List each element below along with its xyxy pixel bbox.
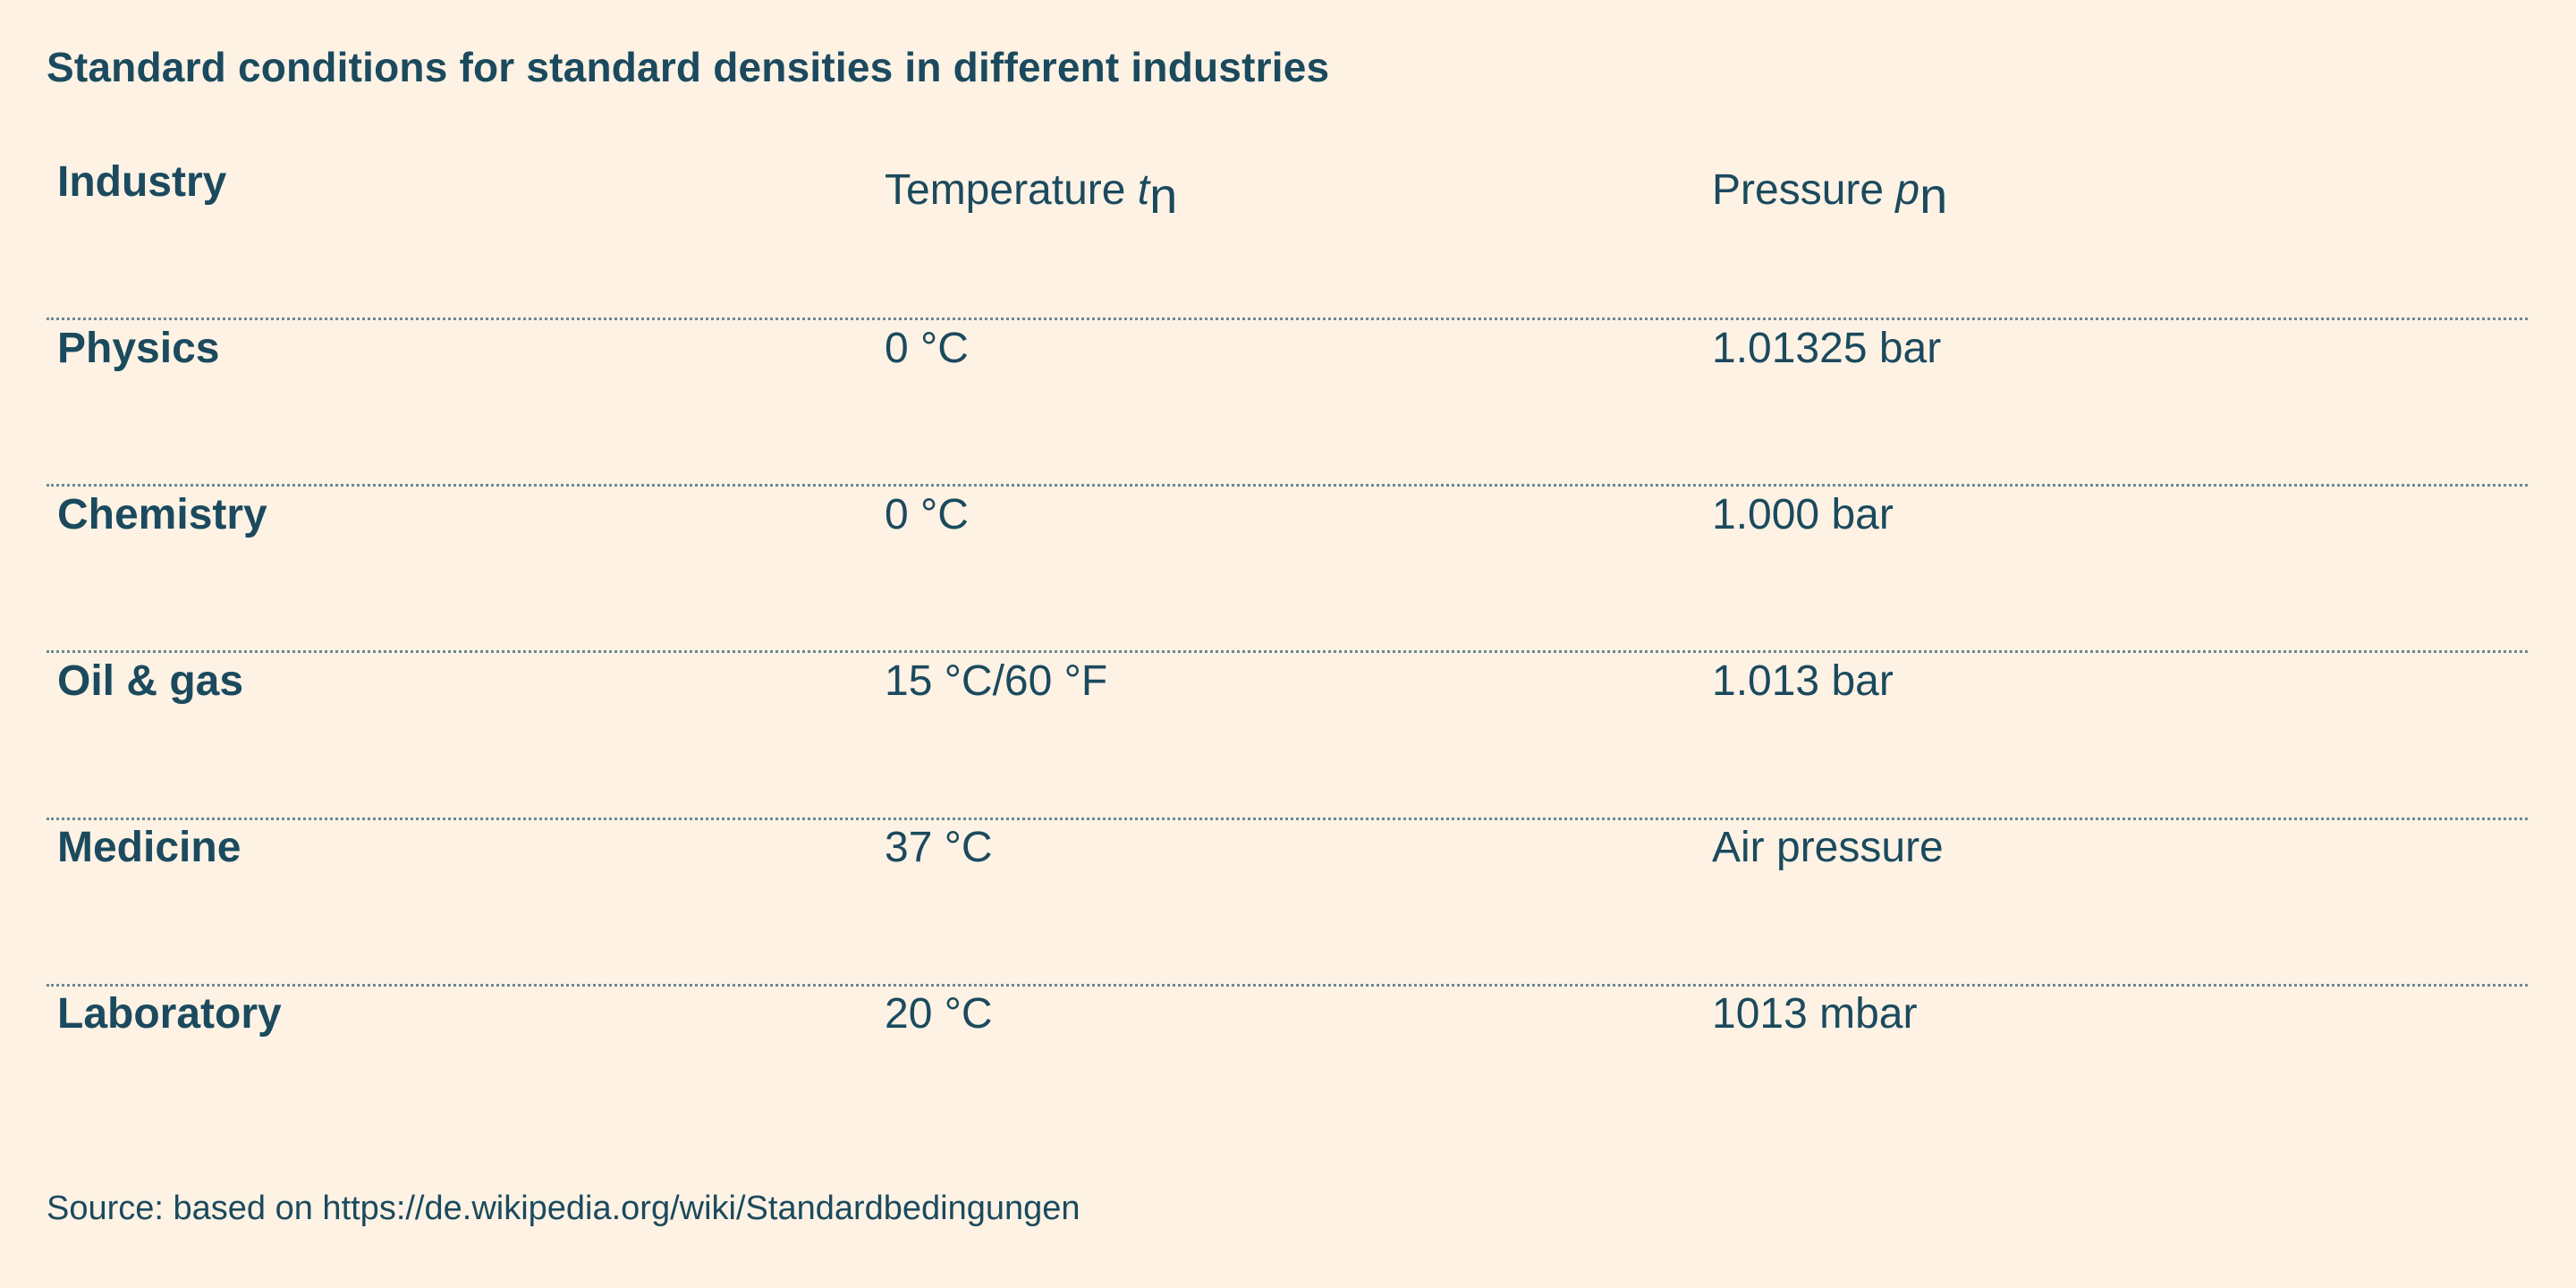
- source-note: Source: based on https://de.wikipedia.or…: [47, 1190, 1080, 1227]
- pressure-subscript: n: [1919, 167, 1948, 224]
- standard-conditions-table: Industry Temperature tn Pressure pn Phys…: [47, 152, 2528, 1150]
- row-industry: Chemistry: [57, 491, 267, 538]
- row-divider: [47, 318, 2528, 320]
- header-pressure: Pressure pn: [1712, 157, 1947, 224]
- row-temperature: 20 °C: [885, 990, 993, 1038]
- row-divider: [47, 984, 2528, 987]
- table-row: Physics 0 °C 1.01325 bar: [47, 318, 2528, 485]
- row-temperature: 37 °C: [885, 824, 993, 871]
- row-temperature: 0 °C: [885, 491, 969, 538]
- header-temperature-label: Temperature: [885, 166, 1138, 214]
- row-divider: [47, 818, 2528, 820]
- table-header-row: Industry Temperature tn Pressure pn: [47, 152, 2528, 318]
- page-title: Standard conditions for standard densiti…: [47, 44, 1330, 90]
- table-row: Chemistry 0 °C 1.000 bar: [47, 485, 2528, 651]
- header-industry: Industry: [57, 158, 227, 206]
- table-row: Laboratory 20 °C 1013 mbar: [47, 984, 2528, 1150]
- row-industry: Oil & gas: [57, 657, 244, 705]
- row-pressure: 1013 mbar: [1712, 990, 1918, 1038]
- row-industry: Laboratory: [57, 990, 282, 1038]
- temperature-subscript: n: [1149, 167, 1178, 224]
- row-industry: Physics: [57, 325, 220, 372]
- row-pressure: 1.000 bar: [1712, 491, 1894, 538]
- row-pressure: 1.01325 bar: [1712, 325, 1942, 372]
- pressure-symbol: p: [1895, 166, 1920, 214]
- row-industry: Medicine: [57, 824, 242, 871]
- row-temperature: 15 °C/60 °F: [885, 657, 1108, 705]
- temperature-symbol: t: [1137, 166, 1150, 214]
- header-temperature: Temperature tn: [885, 157, 1177, 224]
- row-pressure: 1.013 bar: [1712, 657, 1894, 705]
- row-pressure: Air pressure: [1712, 824, 1944, 871]
- header-pressure-label: Pressure: [1712, 166, 1896, 214]
- row-divider: [47, 484, 2528, 487]
- row-temperature: 0 °C: [885, 325, 969, 372]
- table-row: Medicine 37 °C Air pressure: [47, 818, 2528, 984]
- table-row: Oil & gas 15 °C/60 °F 1.013 bar: [47, 651, 2528, 818]
- row-divider: [47, 650, 2528, 653]
